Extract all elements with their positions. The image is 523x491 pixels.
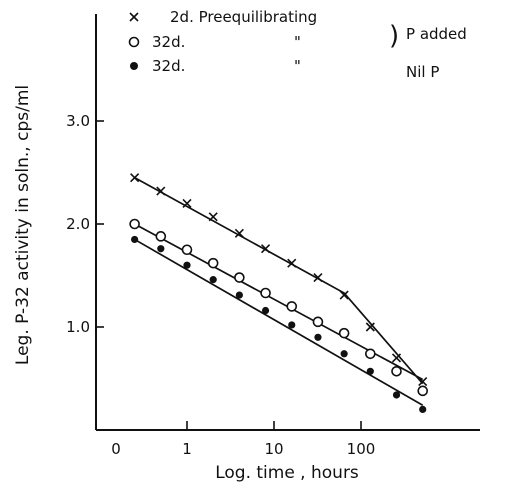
x-tick-label: 10 (264, 440, 283, 458)
data-point-open-circle (129, 218, 140, 230)
data-point-filled-circle (366, 367, 374, 375)
data-point-filled-circle (288, 321, 296, 329)
series-line (134, 176, 424, 385)
data-point-open-circle (260, 287, 271, 299)
data-point-open-circle (417, 385, 429, 397)
data-point-x (261, 244, 271, 254)
data-point-filled-circle (131, 235, 139, 244)
data-point-x (182, 198, 192, 208)
data-point-open-circle (207, 257, 219, 269)
legend-marker-open-circle (128, 36, 140, 48)
data-point-open-circle (234, 272, 245, 283)
x-tick-label: 100 (347, 440, 376, 458)
legend-group-nil-p: Nil P (406, 63, 439, 81)
y-tick-label: 2.0 (66, 215, 90, 233)
data-point-x (130, 173, 140, 183)
y-axis-label: Leg. P-32 activity in soln., cps/ml (13, 85, 33, 365)
data-point-x (339, 290, 349, 300)
data-point-x (156, 186, 166, 196)
legend-marker-filled-circle (130, 62, 138, 70)
data-point-filled-circle (314, 333, 322, 341)
legend-label-3: 32d. (152, 57, 185, 75)
data-point-filled-circle (261, 306, 270, 315)
data-point-filled-circle (419, 405, 427, 413)
data-point-filled-circle (392, 391, 401, 399)
data-point-x (287, 258, 297, 268)
legend-marker-x (129, 12, 139, 22)
y-tick-label: 1.0 (66, 318, 90, 336)
legend-entry-1: 2d. Preequilibrating (129, 8, 317, 26)
series-layer (129, 173, 429, 413)
series-line (134, 238, 424, 407)
x-tick-label: 1 (182, 440, 192, 458)
data-point-x (391, 353, 402, 363)
data-point-filled-circle (340, 350, 348, 358)
legend-ditto-2: " (294, 57, 301, 75)
data-point-filled-circle (183, 261, 191, 269)
x-axis-ticks: 0 1 10 100 (111, 421, 375, 458)
series-1 (130, 173, 428, 387)
legend-entry-3: 32d. " (130, 57, 301, 75)
data-point-x (234, 228, 244, 238)
data-point-x (208, 212, 218, 222)
legend-brace: ) (389, 21, 399, 51)
data-point-open-circle (181, 244, 193, 256)
data-point-open-circle (286, 301, 298, 312)
data-point-x (365, 322, 375, 332)
series-line (134, 223, 424, 381)
data-point-filled-circle (209, 276, 217, 284)
x-tick-label: 0 (111, 440, 121, 458)
data-point-open-circle (338, 327, 350, 339)
legend-entry-2: 32d. " (128, 33, 301, 51)
data-point-open-circle (155, 231, 167, 242)
legend-group-p-added: P added (406, 25, 467, 43)
legend-ditto-1: " (294, 33, 301, 51)
data-point-filled-circle (157, 245, 165, 253)
y-tick-label: 3.0 (66, 112, 90, 130)
legend-label-1: 2d. Preequilibrating (170, 8, 317, 26)
legend: 2d. Preequilibrating 32d. " 32d. " ) P a… (128, 8, 467, 81)
series-3 (131, 235, 427, 413)
data-point-open-circle (391, 365, 402, 377)
data-point-x (313, 272, 323, 283)
data-point-open-circle (312, 316, 324, 328)
legend-label-2: 32d. (152, 33, 185, 51)
plot-area (95, 14, 480, 431)
data-point-open-circle (365, 348, 376, 360)
data-point-filled-circle (235, 291, 243, 299)
y-axis-ticks: 1.0 2.0 3.0 (66, 112, 104, 336)
series-2 (129, 218, 429, 397)
x-axis-label: Log. time , hours (215, 463, 359, 483)
